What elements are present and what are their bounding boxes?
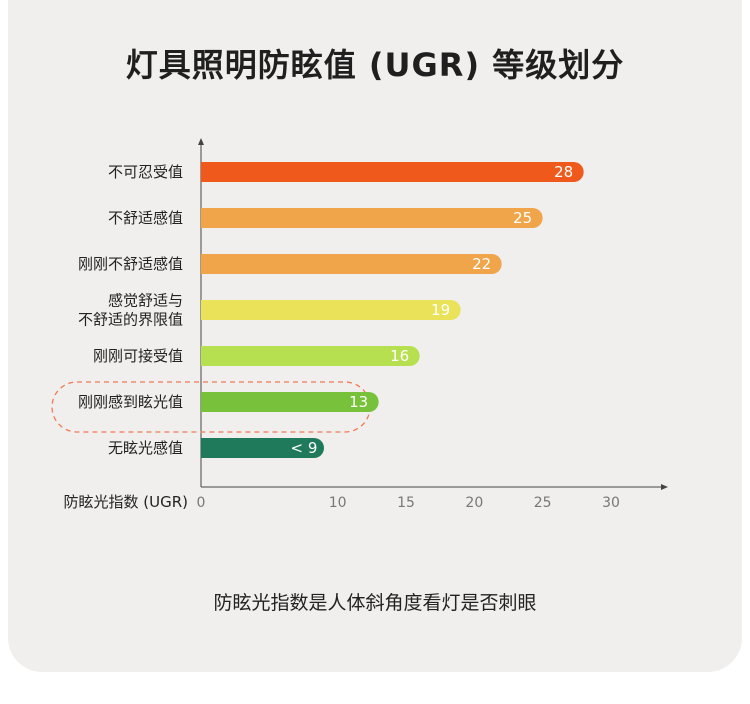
category-label: 感觉舒适与 — [108, 292, 183, 310]
category-label: 刚刚可接受值 — [93, 347, 183, 365]
chart-caption: 防眩光指数是人体斜角度看灯是否刺眼 — [213, 592, 537, 614]
bar — [201, 346, 420, 366]
category-label: 不可忍受值 — [108, 163, 183, 181]
x-tick-label: 10 — [329, 495, 347, 511]
bar — [201, 438, 324, 458]
bar-value-label: 28 — [554, 163, 573, 181]
x-axis-title: 防眩光指数 (UGR) — [64, 493, 189, 511]
x-tick-label: 25 — [534, 495, 552, 511]
category-label: 刚刚不舒适感值 — [78, 255, 183, 273]
bar-value-label: 13 — [349, 393, 368, 411]
x-axis-arrow — [661, 484, 668, 490]
y-axis-arrow — [198, 138, 204, 145]
category-label: 不舒适的界限值 — [78, 311, 183, 329]
page-title: 灯具照明防眩值 (UGR) 等级划分 — [125, 46, 625, 84]
bar — [201, 162, 584, 182]
x-tick-label: 20 — [465, 495, 483, 511]
bar-value-label: 16 — [390, 347, 409, 365]
bar-value-label: 25 — [513, 209, 532, 227]
bar — [201, 392, 379, 412]
bar — [201, 300, 461, 320]
bar-value-label: < 9 — [291, 439, 318, 457]
bar — [201, 208, 543, 229]
bar — [201, 254, 502, 274]
bar-value-label: 19 — [431, 301, 450, 319]
category-label: 不舒适感值 — [108, 209, 183, 227]
category-label: 无眩光感值 — [108, 439, 183, 457]
category-label: 刚刚感到眩光值 — [78, 393, 183, 411]
x-tick-label: 15 — [397, 495, 415, 511]
x-tick-label: 0 — [197, 495, 206, 511]
chart-card — [8, 0, 742, 672]
bar-value-label: 22 — [472, 255, 491, 273]
x-tick-label: 30 — [602, 495, 620, 511]
